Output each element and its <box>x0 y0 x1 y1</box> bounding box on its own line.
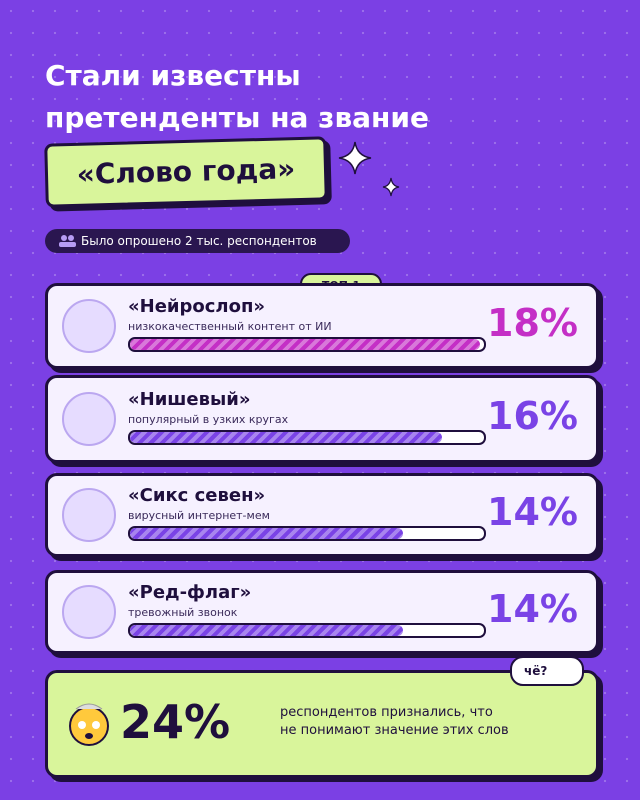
word-card: «Нейрослоп» низкокачественный контент от … <box>45 283 599 369</box>
bar <box>130 432 442 443</box>
word-card: «Ред-флаг» тревожный звонок 14% <box>45 570 599 654</box>
bar <box>130 528 403 539</box>
word-card: «Сикс севен» вирусный интернет-мем 14% <box>45 473 599 557</box>
word-name: «Сикс севен» <box>128 485 266 506</box>
word-percent: 18% <box>487 301 578 345</box>
word-name: «Нишевый» <box>128 389 251 410</box>
footer-card: 24% респондентов признались, что не пони… <box>45 670 599 778</box>
word-card: «Нишевый» популярный в узких кругах 16% <box>45 375 599 463</box>
word-description: популярный в узких кругах <box>128 413 289 426</box>
word-name: «Нейрослоп» <box>128 296 266 317</box>
note: Было опрошено 2 тыс. респондентов <box>45 229 350 253</box>
word-icon <box>62 299 116 353</box>
word-icon <box>62 488 116 542</box>
bar-track <box>128 526 486 541</box>
bar <box>130 339 481 350</box>
bar-track <box>128 623 486 638</box>
speech-bubble: чё? <box>510 656 584 686</box>
word-description: вирусный интернет-мем <box>128 509 270 522</box>
bar-track <box>128 430 486 445</box>
word-description: низкокачественный контент от ИИ <box>128 320 332 333</box>
word-name: «Ред-флаг» <box>128 582 252 603</box>
footer-icon <box>69 703 109 746</box>
word-description: тревожный звонок <box>128 606 238 619</box>
word-percent: 14% <box>487 587 578 631</box>
sparkles <box>338 141 400 197</box>
word-percent: 16% <box>487 394 578 438</box>
title-line: Стали известны <box>45 59 301 92</box>
word-icon <box>62 392 116 446</box>
word-icon <box>62 585 116 639</box>
word-percent: 14% <box>487 490 578 534</box>
people-icon <box>59 235 76 247</box>
footer-text: респондентов признались, что <box>280 705 493 720</box>
bar <box>130 625 403 636</box>
footer-text: не понимают значение этих слов <box>280 723 509 738</box>
footer-value: 24% <box>120 695 231 749</box>
title-line: претенденты на звание <box>45 101 430 134</box>
bar-track <box>128 337 486 352</box>
highlight: «Слово года» <box>44 136 328 208</box>
